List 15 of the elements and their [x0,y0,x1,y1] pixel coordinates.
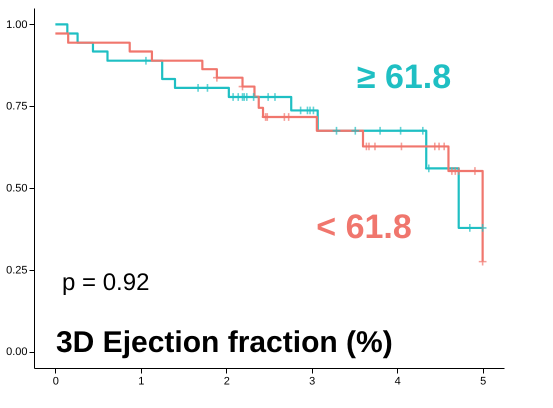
x-tick-label: 2 [224,376,230,388]
y-tick-label: 1.00 [6,18,28,31]
annotation: p = 0.92 [62,269,150,296]
x-tick-label: 3 [309,376,316,388]
series-label: < 61.8 [316,208,412,246]
x-tick-label: 4 [394,376,401,388]
annotation: 3D Ejection fraction (%) [56,326,393,359]
x-tick-label: 0 [52,376,59,388]
y-tick-label: 0.00 [6,346,28,358]
y-tick-label: 0.50 [6,182,28,194]
series-label: ≥ 61.8 [356,58,452,96]
x-tick-label: 1 [138,376,144,388]
y-tick-label: 0.75 [6,100,28,113]
y-tick-label: 0.25 [6,264,28,276]
x-tick-label: 5 [480,376,486,388]
